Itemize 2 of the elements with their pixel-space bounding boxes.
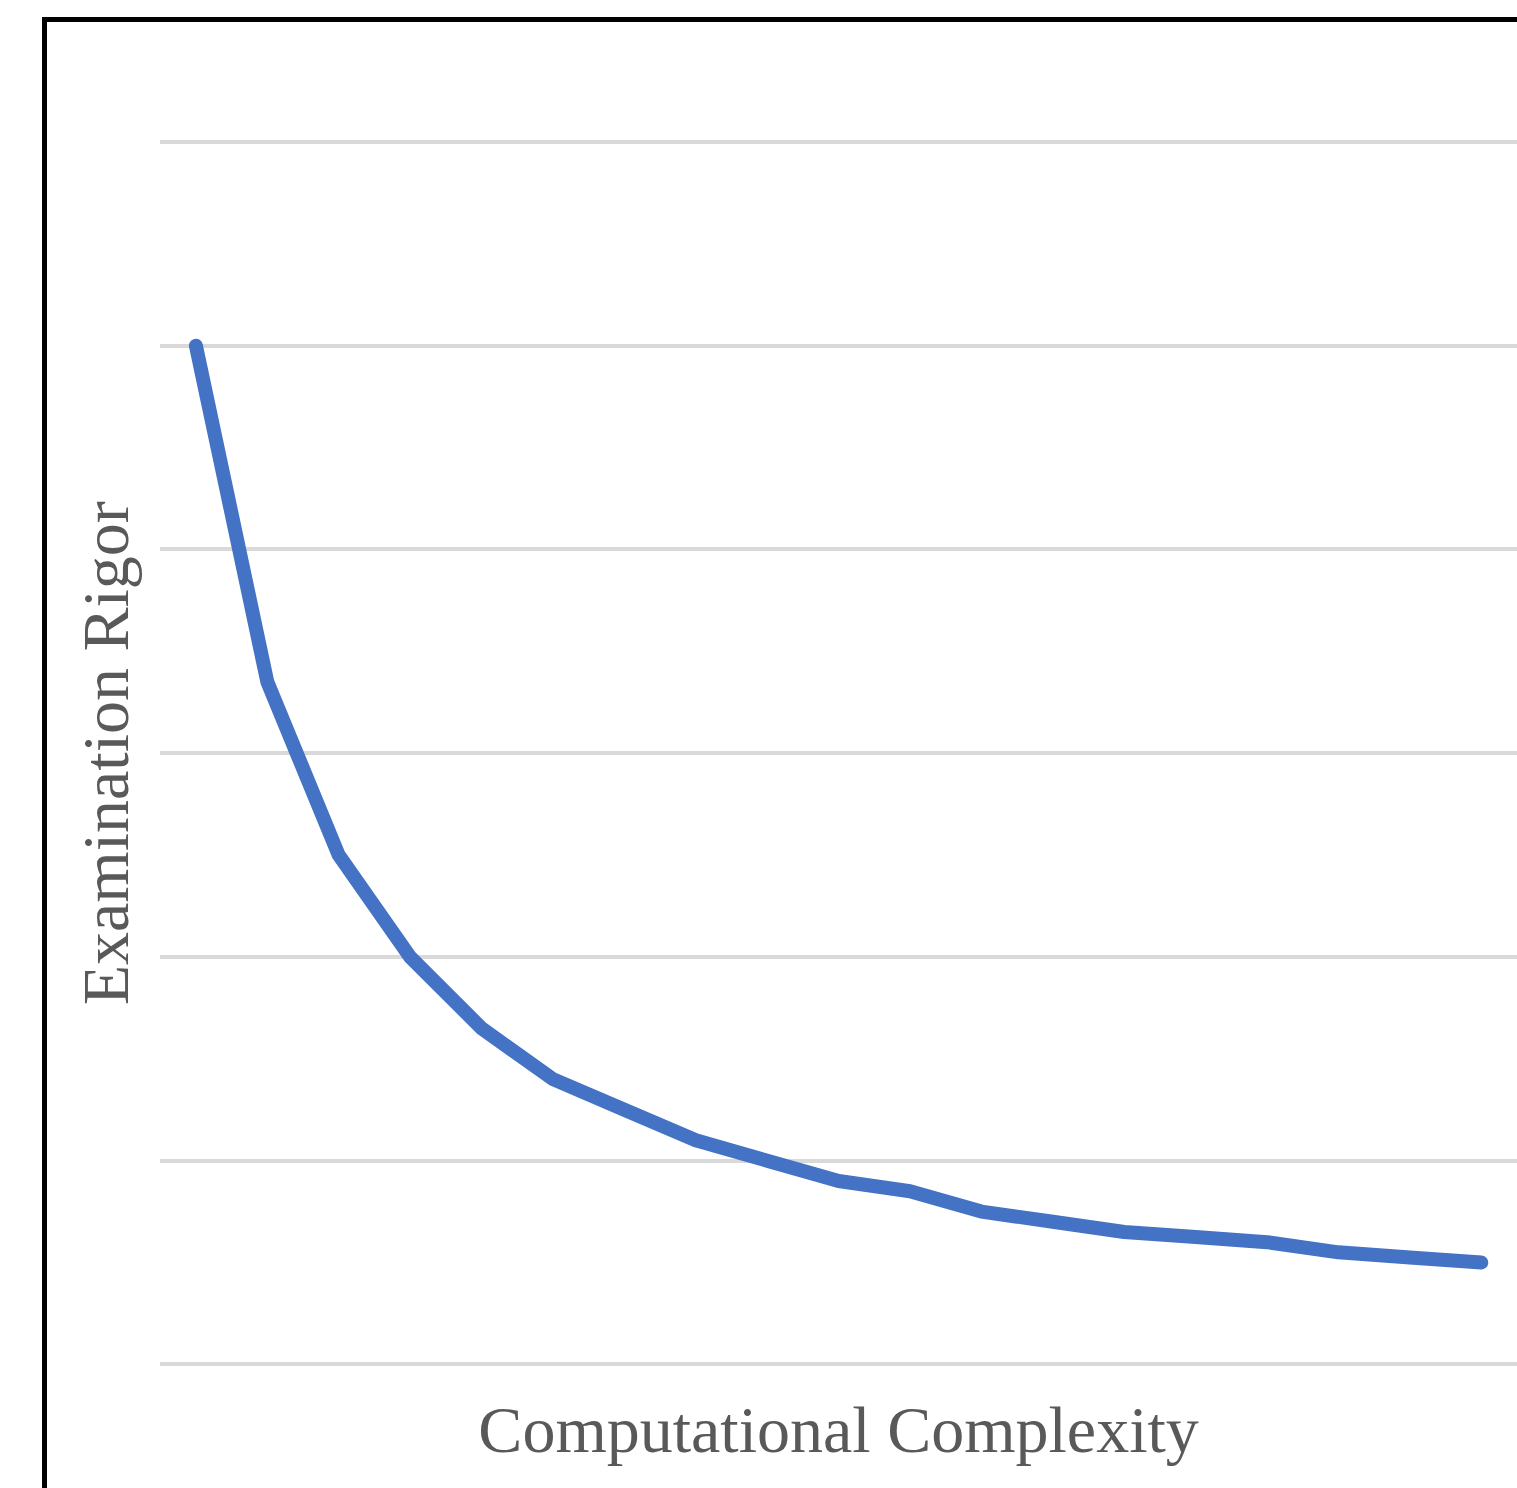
x-axis-title: Computational Complexity (478, 1392, 1199, 1466)
y-axis-title: Examination Rigor (68, 501, 142, 1006)
